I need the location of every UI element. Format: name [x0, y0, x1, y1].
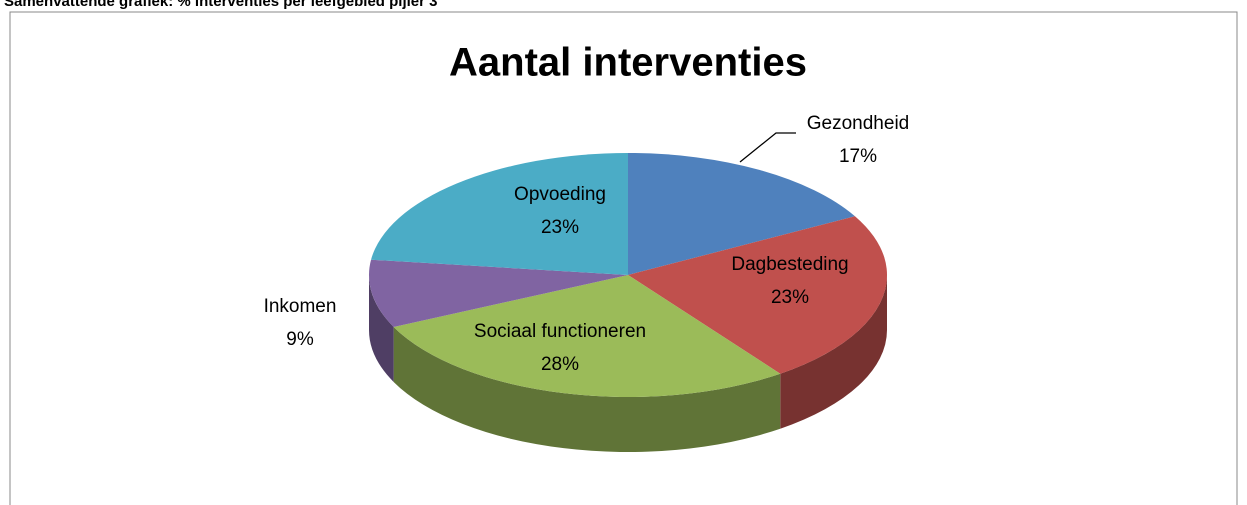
- leader-line: [739, 132, 796, 163]
- slice-label: Inkomen: [264, 296, 337, 317]
- pie-slice: [393, 275, 781, 397]
- pie-slice: [371, 153, 628, 275]
- pie-slice: [369, 259, 628, 327]
- slice-value-label: 23%: [771, 287, 809, 308]
- pie-side: [393, 326, 781, 452]
- slice-label: Gezondheid: [807, 113, 909, 134]
- header: Samenvattende grafiek: % interventies pe…: [4, 0, 437, 10]
- slice-value-label: 17%: [839, 146, 877, 167]
- pie-slice: [628, 216, 887, 374]
- pie-side: [369, 275, 394, 382]
- chart-frame: [9, 11, 1238, 505]
- chart-title: Aantal interventies: [449, 41, 807, 85]
- slice-value-label: 28%: [541, 354, 579, 375]
- slice-label: Sociaal functioneren: [474, 321, 646, 342]
- pie-slice: [628, 153, 855, 275]
- slice-value-label: 9%: [286, 329, 314, 350]
- slice-label: Opvoeding: [514, 184, 606, 205]
- slice-value-label: 23%: [541, 217, 579, 238]
- pie-side: [780, 275, 887, 429]
- slice-label: Dagbesteding: [731, 254, 848, 275]
